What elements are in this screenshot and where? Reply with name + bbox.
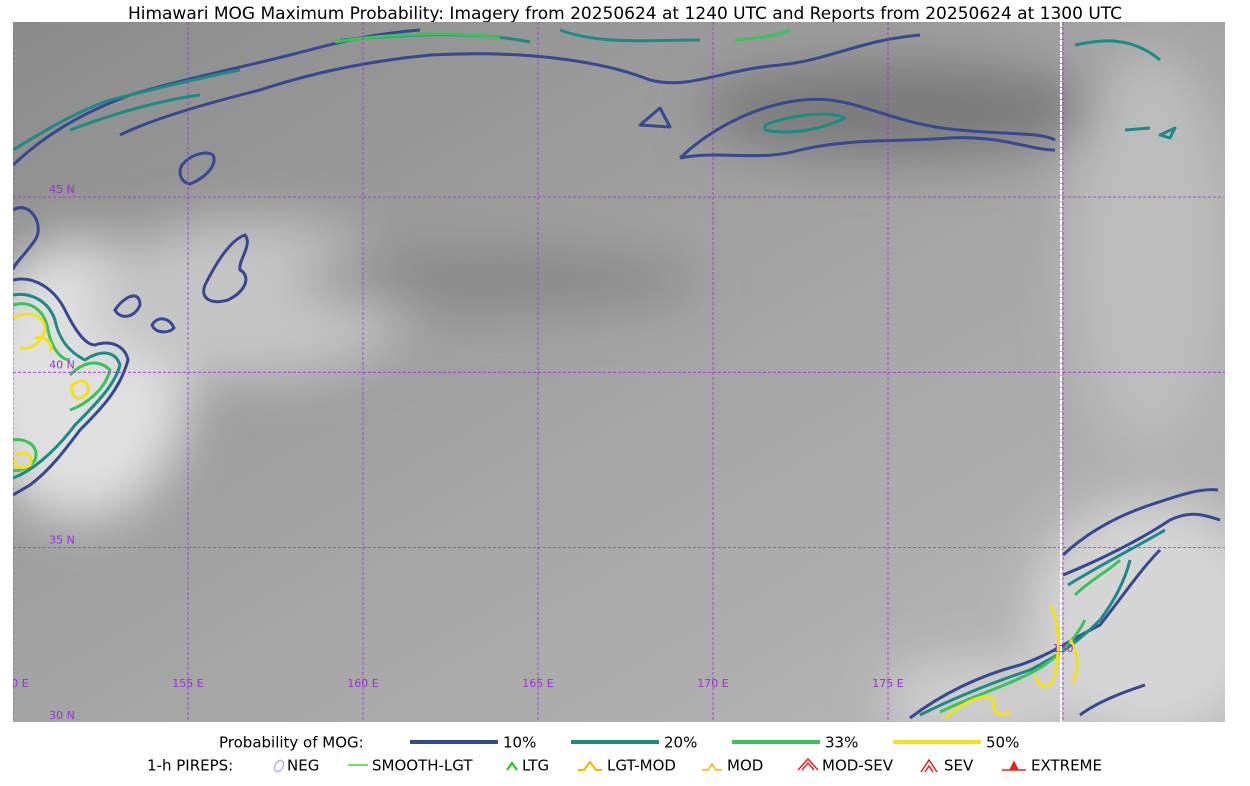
contours xyxy=(13,28,1221,720)
legend-label: LTG xyxy=(522,757,549,775)
legend-title: Probability of MOG: xyxy=(219,734,364,752)
latitude-label: 30 N xyxy=(49,709,75,722)
latitude-label: 45 N xyxy=(49,183,75,196)
legend-label: NEG xyxy=(287,757,319,775)
legend-label: 50% xyxy=(986,734,1019,752)
longitude-label: 165 E xyxy=(522,677,553,690)
legend-label: LGT-MOD xyxy=(607,757,676,775)
map: 45 N 40 N 35 N 30 N 150 E 155 E 160 E 165 E 170 … xyxy=(0,22,1225,722)
legend-label: MOD-SEV xyxy=(822,757,894,775)
legend-label: MOD xyxy=(727,757,763,775)
longitude-label: 155 E xyxy=(172,677,203,690)
longitude-label: 170 E xyxy=(697,677,728,690)
legend-label: EXTREME xyxy=(1031,757,1102,775)
title: Himawari MOG Maximum Probability: Imager… xyxy=(128,4,1122,24)
pirep-icon xyxy=(702,762,722,771)
longitude-label: 175 E xyxy=(872,677,903,690)
legend-label: SEV xyxy=(944,757,974,775)
pirep-icon xyxy=(506,761,518,771)
legend-label: 20% xyxy=(664,734,697,752)
legend-label: SMOOTH-LGT xyxy=(372,757,473,775)
graticule: 45 N 40 N 35 N 30 N 150 E 155 E 160 E 165 E 170 … xyxy=(0,22,1225,722)
contour xyxy=(178,106,672,186)
pirep-icon xyxy=(920,758,938,773)
contour xyxy=(678,97,1056,160)
latitude-label: 35 N xyxy=(49,534,75,547)
legend-label: 33% xyxy=(825,734,858,752)
longitude-label: 160 E xyxy=(347,677,378,690)
contour xyxy=(113,233,249,334)
legend-title: 1-h PIREPS: xyxy=(147,757,233,775)
contour xyxy=(13,206,130,497)
contour xyxy=(909,488,1221,720)
latitude-label: 40 N xyxy=(49,358,75,371)
pirep-icon xyxy=(797,757,819,771)
cloud-texture xyxy=(13,50,1225,722)
pirep-icon xyxy=(578,760,602,771)
contour xyxy=(13,28,1122,714)
pirep-icon xyxy=(1002,760,1026,771)
contour xyxy=(13,312,1079,720)
longitude-label: 150 E xyxy=(0,677,29,690)
legend: Probability of MOG: 1-h PIREPS: 10% 20% 33… xyxy=(147,734,1102,775)
longitude-label: 180 xyxy=(1053,642,1074,655)
pirep-icon xyxy=(273,759,285,773)
legend-label: 10% xyxy=(503,734,536,752)
